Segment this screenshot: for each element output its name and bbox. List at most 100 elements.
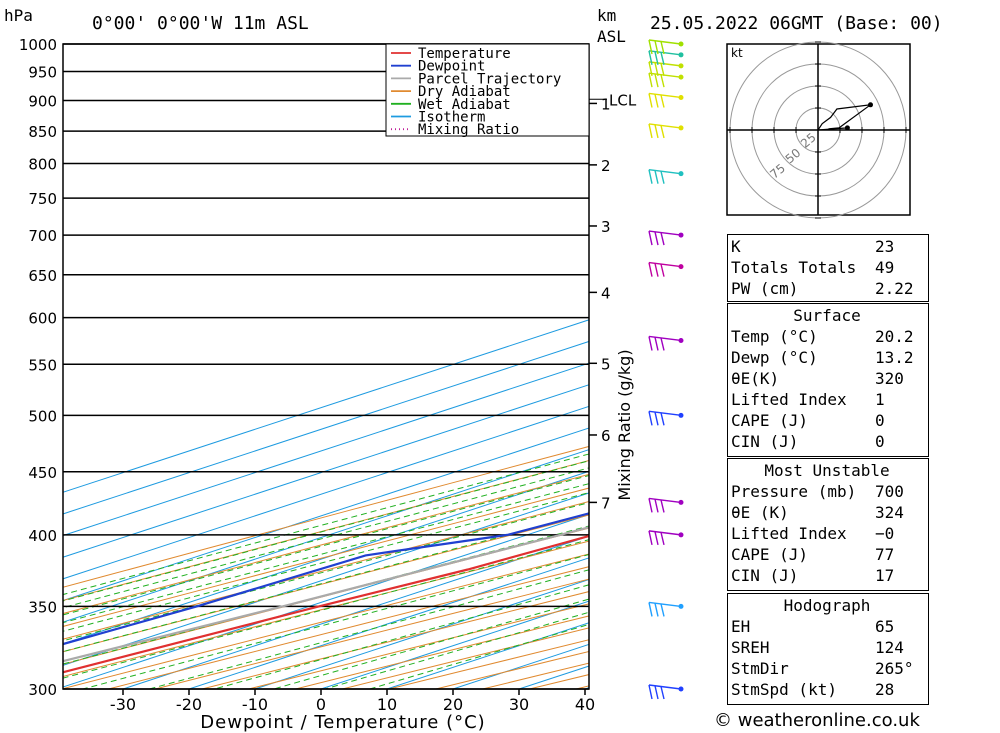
x-tick-label: 0 [316, 695, 326, 714]
legend-label: Isotherm [418, 110, 485, 126]
surface-box [727, 303, 929, 457]
wind-barb-feather [648, 262, 653, 277]
wind-barb-feather [654, 685, 659, 700]
altitude-unit-asl: ASL [597, 27, 626, 46]
isotherm-line [63, 449, 589, 623]
wet-adiabat-lines [63, 453, 589, 689]
x-tick-label: 40 [575, 695, 595, 714]
row-label: Lifted Index [731, 524, 847, 543]
wet-adiabat-line [63, 483, 589, 624]
wind-barb-feather [654, 337, 659, 351]
wind-barb-feather [654, 62, 659, 77]
mu-row: CAPE (J) 77 [727, 544, 927, 565]
wind-barb-feather [648, 530, 653, 546]
hodo-row: SREH 124 [727, 637, 927, 658]
pressure-tick-label: 450 [28, 464, 57, 482]
wind-barb-shaft [648, 684, 682, 690]
wind-barb-feather [660, 499, 665, 513]
plot-frame [62, 43, 590, 690]
wind-barb-feather [654, 263, 659, 277]
storm-motion-line [817, 127, 848, 131]
wind-barb-feather [654, 124, 659, 139]
pressure-tick-label: 400 [28, 527, 57, 545]
pressure-tick-label: 800 [28, 156, 57, 174]
mu-row: CIN (J) 17 [727, 565, 927, 586]
x-tick-label: -20 [176, 695, 202, 714]
lcl-label: LCL [609, 91, 637, 109]
height-tick-label: 3 [601, 218, 611, 236]
credit-link[interactable]: © weatheronline.co.uk [714, 710, 920, 731]
wet-adiabat-line [63, 460, 589, 602]
wind-barb-shaft [648, 39, 682, 45]
wind-barb-feather [660, 74, 665, 88]
pressure-tick-label: 900 [28, 92, 57, 110]
wind-barb-feather [660, 686, 665, 700]
index-label: K [731, 237, 741, 256]
isotherm-line [63, 340, 589, 515]
index-row-totals: Totals Totals 49 [727, 257, 927, 278]
dry-adiabat-line [63, 501, 589, 640]
height-tick-label: 2 [601, 157, 611, 175]
row-label: CAPE (J) [731, 411, 809, 430]
surface-title: Surface [793, 306, 861, 325]
wind-barb-feather [660, 603, 665, 617]
most-unstable-table: Most Unstable Pressure (mb) 700 θE (K) 324… [727, 460, 927, 586]
index-row-k: K 23 [727, 236, 927, 257]
wind-barb-feather [648, 169, 653, 184]
wind-barb-feather [654, 498, 659, 513]
wind-barb-feather [660, 171, 665, 184]
mu-row: θE (K) 324 [727, 502, 927, 523]
surface-row: Temp (°C) 20.2 [727, 326, 927, 347]
indices-box [727, 234, 929, 302]
wind-barb-feather [654, 411, 659, 426]
wind-barb-feather [660, 41, 665, 55]
height-tick-label: 4 [601, 284, 611, 302]
wind-barb-feather [648, 411, 653, 426]
height-tick-label: 6 [601, 427, 611, 445]
hodograph-point [868, 102, 873, 108]
dry-adiabat-line [63, 473, 589, 615]
altitude-unit-km: km [597, 6, 617, 25]
row-value: 17 [875, 566, 895, 585]
legend-label: Dry Adiabat [418, 84, 511, 100]
row-label: θE(K) [731, 369, 780, 388]
surface-row: Dewp (°C) 13.2 [727, 347, 927, 368]
index-label: Totals Totals [731, 258, 857, 277]
row-label: StmDir [731, 659, 789, 678]
x-tick-label: 10 [377, 695, 397, 714]
wind-barb-feather [654, 40, 659, 55]
row-value: 124 [875, 638, 904, 657]
pressure-tick-label: 300 [28, 681, 57, 699]
wind-barb-shaft [648, 497, 682, 504]
pressure-tick-label: 1000 [19, 36, 57, 54]
wind-barb-feather [654, 531, 659, 546]
wind-barb-shaft [648, 601, 682, 608]
row-label: SREH [731, 638, 770, 657]
mu-row: Pressure (mb) 700 [727, 481, 927, 502]
wind-barbs [648, 39, 684, 700]
x-axis-label: Dewpoint / Temperature (°C) [200, 712, 485, 733]
wind-barb-shaft [648, 168, 682, 175]
wind-barb-feather [648, 684, 653, 700]
height-tick-label: 1 [601, 95, 611, 113]
wind-barb-feather [648, 39, 653, 55]
wind-barb-shaft [648, 530, 682, 536]
wind-barb-feather [648, 230, 653, 246]
row-value: 20.2 [875, 327, 914, 346]
row-label: StmSpd (kt) [731, 680, 837, 699]
row-label: CAPE (J) [731, 545, 809, 564]
index-value: 2.22 [875, 279, 914, 298]
height-tick-label: 5 [601, 355, 611, 373]
wind-barb-feather [648, 336, 653, 351]
surface-table: Surface Temp (°C) 20.2 Dewp (°C) 13.2 θE(K… [727, 305, 927, 452]
wind-barb-shaft [648, 123, 682, 129]
x-tick-label: 30 [509, 695, 529, 714]
row-value: 0 [875, 411, 885, 430]
hodograph-title: Hodograph [783, 596, 871, 615]
row-label: CIN (J) [731, 432, 799, 451]
wind-barb-feather [660, 232, 665, 246]
pressure-tick-label: 700 [28, 227, 57, 245]
surface-row: CIN (J) 0 [727, 431, 927, 452]
row-value: 0 [875, 432, 885, 451]
